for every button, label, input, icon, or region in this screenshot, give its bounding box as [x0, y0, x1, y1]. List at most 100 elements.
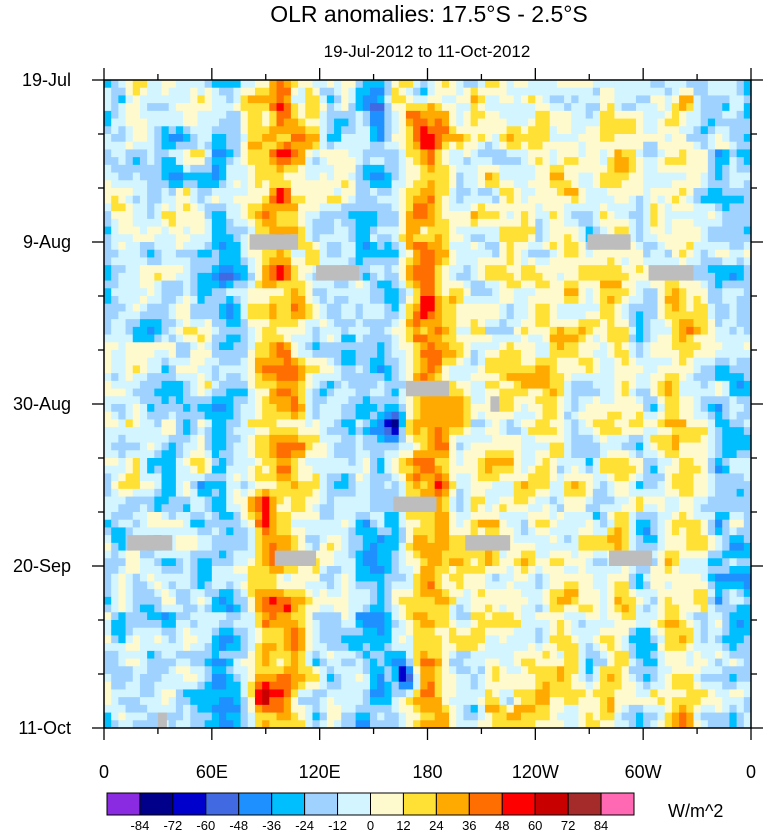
field-cell	[326, 141, 335, 150]
field-cell	[485, 280, 493, 289]
field-cell	[147, 488, 155, 497]
field-cell	[743, 427, 751, 436]
field-cell	[398, 357, 407, 366]
field-cell	[190, 80, 198, 89]
field-cell	[542, 365, 551, 374]
field-cell	[556, 118, 565, 127]
field-cell	[513, 342, 522, 351]
field-cell	[254, 249, 263, 258]
field-cell	[219, 95, 227, 104]
field-cell	[485, 296, 493, 305]
field-cell	[369, 80, 378, 89]
field-cell	[564, 103, 572, 112]
field-cell	[125, 141, 134, 150]
field-cell	[226, 172, 234, 181]
field-cell	[211, 496, 220, 505]
field-cell	[614, 95, 622, 104]
field-cell	[657, 496, 666, 505]
field-cell	[686, 126, 694, 135]
field-cell	[434, 149, 443, 158]
field-cell	[671, 257, 680, 266]
field-cell	[664, 350, 673, 359]
field-cell	[132, 257, 141, 266]
field-cell	[233, 481, 241, 490]
field-cell	[722, 496, 730, 505]
field-cell	[585, 450, 594, 459]
field-cell	[377, 141, 385, 150]
field-cell	[729, 126, 738, 135]
field-cell	[707, 481, 716, 490]
field-cell	[456, 211, 464, 220]
field-cell	[686, 458, 694, 467]
field-cell	[111, 326, 119, 335]
field-cell	[607, 326, 615, 335]
field-cell	[175, 319, 184, 328]
field-cell	[405, 149, 414, 158]
field-cell	[341, 149, 349, 158]
field-cell	[542, 411, 551, 420]
field-cell	[722, 427, 730, 436]
field-cell	[729, 280, 738, 289]
field-cell	[355, 126, 364, 135]
field-cell	[326, 311, 335, 320]
field-cell	[722, 218, 730, 227]
field-cell	[132, 404, 141, 413]
field-cell	[139, 118, 148, 127]
field-cell	[499, 257, 507, 266]
field-cell	[226, 311, 234, 320]
field-cell	[355, 481, 364, 490]
field-cell	[470, 141, 479, 150]
field-cell	[377, 473, 385, 482]
field-cell	[729, 458, 738, 467]
field-cell	[485, 458, 493, 467]
field-cell	[628, 473, 637, 482]
field-cell	[247, 473, 256, 482]
field-cell	[571, 280, 579, 289]
field-cell	[449, 303, 457, 312]
field-cell	[334, 342, 342, 351]
field-cell	[384, 188, 392, 197]
field-cell	[132, 303, 141, 312]
field-cell	[413, 365, 421, 374]
field-cell	[657, 195, 666, 204]
field-cell	[211, 342, 220, 351]
field-cell	[635, 496, 644, 505]
field-cell	[104, 234, 112, 243]
field-cell	[362, 87, 371, 96]
field-cell	[600, 357, 608, 366]
field-cell	[743, 80, 751, 89]
field-cell	[276, 226, 285, 235]
field-cell	[427, 218, 436, 227]
field-cell	[520, 450, 529, 459]
field-cell	[398, 380, 407, 389]
field-cell	[722, 419, 730, 428]
field-cell	[190, 118, 198, 127]
field-cell	[477, 450, 486, 459]
field-cell	[643, 211, 651, 220]
field-cell	[161, 465, 170, 474]
field-cell	[154, 172, 162, 181]
field-cell	[506, 326, 515, 335]
field-cell	[743, 234, 751, 243]
field-cell	[657, 188, 666, 197]
field-cell	[341, 465, 349, 474]
field-cell	[154, 87, 162, 96]
field-cell	[470, 118, 479, 127]
field-cell	[434, 434, 443, 443]
field-cell	[197, 496, 206, 505]
field-cell	[520, 404, 529, 413]
field-cell	[679, 380, 687, 389]
field-cell	[556, 350, 565, 359]
field-cell	[600, 326, 608, 335]
field-cell	[650, 473, 658, 482]
field-cell	[736, 373, 745, 382]
field-cell	[276, 296, 285, 305]
field-cell	[592, 164, 601, 173]
field-cell	[226, 427, 234, 436]
field-cell	[743, 188, 751, 197]
field-cell	[463, 80, 472, 89]
field-cell	[535, 242, 543, 251]
field-cell	[168, 419, 177, 428]
field-cell	[369, 180, 378, 189]
field-cell	[564, 211, 572, 220]
